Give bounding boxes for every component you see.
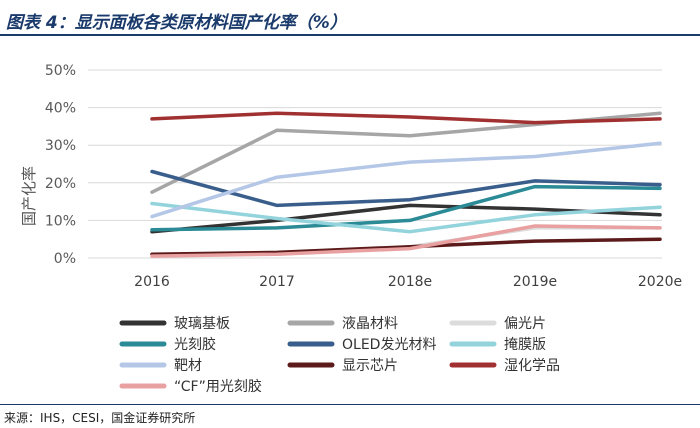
y-tick-label: 0% bbox=[54, 251, 76, 267]
chart-title: 图表 4：显示面板各类原材料国产化率（%） bbox=[6, 13, 347, 33]
legend-label: 靶材 bbox=[174, 358, 202, 374]
source-note: 来源：IHS，CESI，国金证券研究所 bbox=[4, 411, 196, 425]
legend-label: 显示芯片 bbox=[342, 358, 398, 374]
source-divider bbox=[0, 404, 700, 405]
legend-item: 光刻胶 bbox=[119, 336, 216, 353]
y-tick-label: 20% bbox=[45, 176, 76, 192]
legend-item: 掩膜版 bbox=[449, 337, 546, 353]
legend-item: OLED发光材料 bbox=[287, 337, 436, 353]
legend-item: 偏光片 bbox=[449, 316, 546, 332]
legend-item: “CF”用光刻胶 bbox=[119, 378, 262, 395]
chart: 0% 10% 20% 30% 40% 50% 2016 2017 2018e 2019e 2020… bbox=[20, 63, 682, 395]
x-tick-label: 2019e bbox=[513, 274, 557, 290]
legend-label: 掩膜版 bbox=[504, 337, 546, 353]
y-axis-label: 国产化率 bbox=[20, 166, 38, 226]
series-line bbox=[150, 141, 662, 219]
y-tick-label: 10% bbox=[45, 213, 76, 229]
x-tick-label: 2020e bbox=[638, 274, 682, 290]
legend-item: 靶材 bbox=[119, 358, 202, 374]
legend-label: 玻璃基板 bbox=[174, 315, 230, 332]
series-line bbox=[150, 224, 662, 258]
legend-label: OLED发光材料 bbox=[342, 337, 436, 353]
series-line bbox=[150, 237, 662, 256]
series-line bbox=[150, 111, 662, 125]
legend-label: 偏光片 bbox=[504, 316, 546, 332]
y-tick-label: 40% bbox=[45, 101, 76, 117]
legend-item: 显示芯片 bbox=[287, 358, 398, 374]
legend-item: 湿化学品 bbox=[449, 358, 560, 374]
legend-label: “CF”用光刻胶 bbox=[174, 378, 262, 395]
legend-item: 玻璃基板 bbox=[119, 315, 230, 332]
legend-label: 光刻胶 bbox=[174, 336, 216, 353]
legend-item: 液晶材料 bbox=[287, 316, 398, 332]
x-tick-label: 2018e bbox=[388, 274, 432, 290]
series-line bbox=[150, 184, 662, 232]
y-tick-label: 30% bbox=[45, 138, 76, 154]
title-bar: 图表 4：显示面板各类原材料国产化率（%） bbox=[0, 0, 700, 36]
y-tick-label: 50% bbox=[45, 63, 76, 79]
legend-label: 湿化学品 bbox=[504, 358, 560, 374]
title-divider bbox=[0, 34, 700, 36]
legend-label: 液晶材料 bbox=[342, 316, 398, 332]
series-line bbox=[150, 201, 662, 234]
series-line bbox=[150, 169, 662, 208]
x-tick-label: 2016 bbox=[134, 274, 170, 290]
x-tick-label: 2017 bbox=[259, 274, 295, 290]
